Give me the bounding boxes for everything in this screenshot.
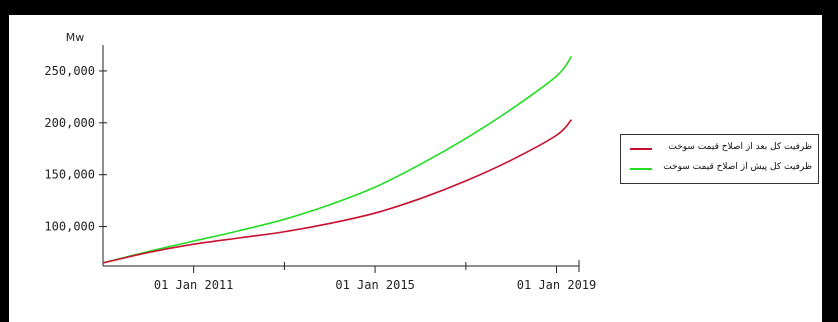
legend-item-after: ظرفیت کل بعد از اصلاح قیمت سوخت	[621, 139, 818, 159]
legend-swatch-after	[630, 148, 652, 150]
y-axis-unit-label: Mw	[66, 31, 85, 44]
series-line-after-reform	[102, 119, 573, 264]
y-tick-label: 150,000	[44, 168, 95, 182]
legend-label-before: ظرفیت کل پیش از اصلاح قیمت سوخت	[663, 162, 812, 172]
x-tick-label: 01 Jan 2015	[335, 278, 414, 292]
series-line-before-reform	[102, 55, 573, 264]
legend-swatch-before	[630, 168, 652, 170]
series-layer	[102, 55, 573, 264]
legend-label-after: ظرفیت کل بعد از اصلاح قیمت سوخت	[668, 142, 812, 152]
y-tick-label: 100,000	[44, 220, 95, 234]
axis-labels: 100,000 150,000 200,000 250,000 Mw 01 Jan 201…	[44, 31, 596, 292]
legend-item-before: ظرفیت کل پیش از اصلاح قیمت سوخت	[621, 159, 818, 179]
legend: ظرفیت کل بعد از اصلاح قیمت سوخت ظرفیت کل…	[620, 134, 819, 184]
x-tick-label: 01 Jan 2011	[154, 278, 233, 292]
axes	[99, 45, 580, 273]
x-tick-label: 01 Jan 2019	[517, 278, 596, 292]
y-tick-label: 250,000	[44, 64, 95, 78]
y-tick-label: 200,000	[44, 116, 95, 130]
line-chart: 100,000 150,000 200,000 250,000 Mw 01 Jan 201…	[44, 31, 596, 292]
chart-panel: 100,000 150,000 200,000 250,000 Mw 01 Jan 201…	[9, 15, 822, 322]
